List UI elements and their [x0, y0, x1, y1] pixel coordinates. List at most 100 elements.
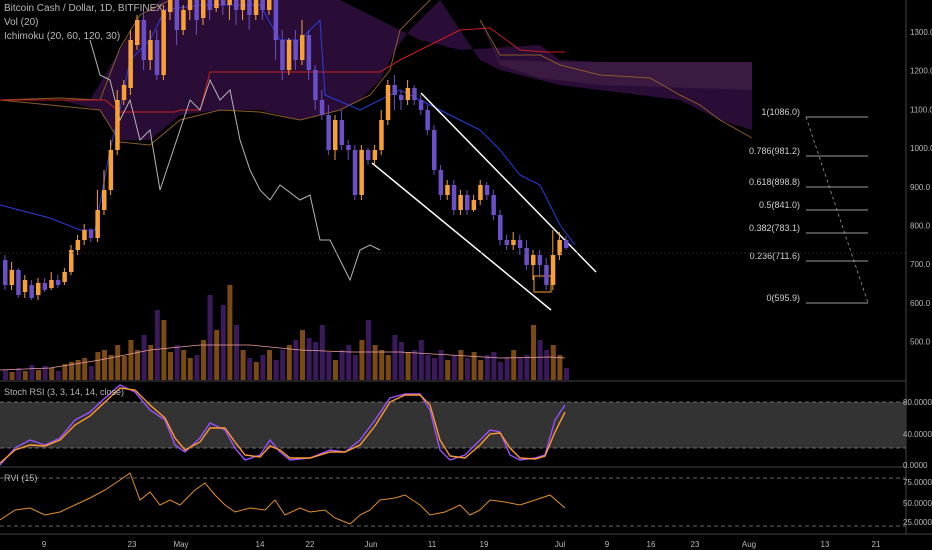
- chikou-line: [89, 39, 381, 282]
- candle-body: [55, 280, 61, 285]
- volume-bar: [550, 345, 556, 380]
- volume-bar: [69, 362, 74, 380]
- volume-bar: [22, 371, 28, 380]
- volume-bar: [55, 371, 61, 380]
- candle-body: [498, 215, 503, 240]
- volume-bar: [201, 340, 206, 380]
- volume-bar: [405, 352, 411, 380]
- stoch-rsi-pane[interactable]: [0, 384, 906, 466]
- volume-bar: [504, 358, 510, 380]
- candle-body: [537, 255, 543, 265]
- volume-bar: [88, 366, 94, 380]
- candle-body: [273, 0, 279, 40]
- candle-body: [115, 100, 120, 150]
- time-axis-label: Jul: [555, 540, 565, 549]
- volume-bar: [49, 368, 55, 380]
- volume-bar: [115, 345, 121, 380]
- time-axis-label: 23: [691, 540, 700, 549]
- rvi-axis-label: 50.0000: [903, 499, 932, 508]
- time-axis-label: 21: [872, 540, 881, 549]
- price-axis-label: 1200.0: [910, 67, 932, 76]
- candle-body: [458, 195, 463, 210]
- candle-body: [135, 20, 140, 45]
- candle-body: [326, 115, 331, 150]
- candle-body: [319, 100, 325, 115]
- candle-body: [49, 280, 54, 288]
- volume-bars: [3, 285, 569, 380]
- rvi-label: RVI (15): [4, 473, 38, 483]
- candle-body: [280, 40, 285, 70]
- time-axis-label: May: [173, 540, 188, 549]
- candle-body: [154, 40, 160, 75]
- time-axis-label: Aug: [742, 540, 756, 549]
- candle-body: [201, 0, 206, 18]
- candle-body: [491, 195, 496, 215]
- volume-bar: [16, 368, 22, 380]
- volume-bar: [557, 355, 563, 380]
- candle-body: [451, 185, 457, 210]
- volume-bar: [372, 345, 378, 380]
- candle-body: [220, 0, 226, 5]
- candle-body: [247, 0, 252, 15]
- candle-body: [161, 10, 166, 75]
- volume-bar: [154, 310, 160, 380]
- price-axis-label: 700.0: [910, 260, 931, 269]
- volume-bar: [240, 350, 246, 380]
- volume-bar: [220, 305, 226, 380]
- time-axis-label: 9: [42, 540, 47, 549]
- ichimoku-legend: Ichimoku (20, 60, 120, 30): [4, 31, 121, 42]
- volume-legend: Vol (20): [4, 17, 39, 28]
- candle-body: [438, 170, 444, 195]
- fib-level-label: 0(595.9): [766, 293, 800, 303]
- candle-body: [88, 230, 94, 238]
- volume-bar: [273, 360, 279, 380]
- volume-ma-line: [0, 344, 566, 371]
- candle-body: [121, 85, 127, 100]
- volume-bar: [300, 330, 305, 380]
- volume-bar: [458, 350, 464, 380]
- stoch-axis: 80.0000 40.0000 0.0000: [903, 398, 932, 470]
- volume-bar: [135, 350, 140, 380]
- candle-body: [95, 210, 100, 238]
- time-axis-label: Jun: [365, 540, 378, 549]
- candle-body: [227, 0, 232, 5]
- volume-bar: [366, 320, 371, 380]
- volume-bar: [511, 350, 517, 380]
- volume-bar: [517, 358, 523, 380]
- candle-body: [187, 0, 193, 10]
- volume-bar: [498, 362, 503, 380]
- volume-bar: [102, 350, 107, 380]
- volume-bar: [141, 335, 147, 380]
- price-axis: 1300.0 1200.0 1100.0 1000.0 900.0 800.0 700.0 6…: [0, 28, 932, 347]
- volume-bar: [379, 350, 385, 380]
- volume-bar: [451, 355, 457, 380]
- volume-bar: [95, 352, 101, 380]
- volume-bar: [524, 355, 530, 380]
- candle-body: [517, 240, 523, 248]
- volume-bar: [564, 368, 569, 380]
- candle-body: [286, 40, 292, 70]
- volume-bar: [352, 355, 358, 380]
- volume-bar: [418, 340, 424, 380]
- senkou-span-b-line: [0, 0, 431, 146]
- candle-body: [478, 185, 483, 200]
- candle-body: [3, 260, 8, 285]
- volume-bar: [174, 345, 180, 380]
- candle-body: [42, 283, 48, 290]
- candle-body: [128, 40, 133, 88]
- candle-body: [207, 0, 213, 10]
- fib-level-label: 0.236(711.6): [750, 251, 800, 261]
- volume-bar: [432, 358, 437, 380]
- candle-body: [379, 120, 384, 150]
- rvi-pane[interactable]: [0, 472, 906, 527]
- stoch-d-line: [0, 387, 566, 464]
- candle-body: [465, 195, 470, 210]
- time-axis-label: 16: [647, 540, 656, 549]
- rvi-axis-label: 75.0000: [903, 478, 932, 487]
- volume-bar: [491, 352, 497, 380]
- volume-bar: [75, 360, 81, 380]
- rvi-line: [0, 472, 566, 525]
- volume-bar: [537, 340, 543, 380]
- candle-body: [333, 120, 338, 150]
